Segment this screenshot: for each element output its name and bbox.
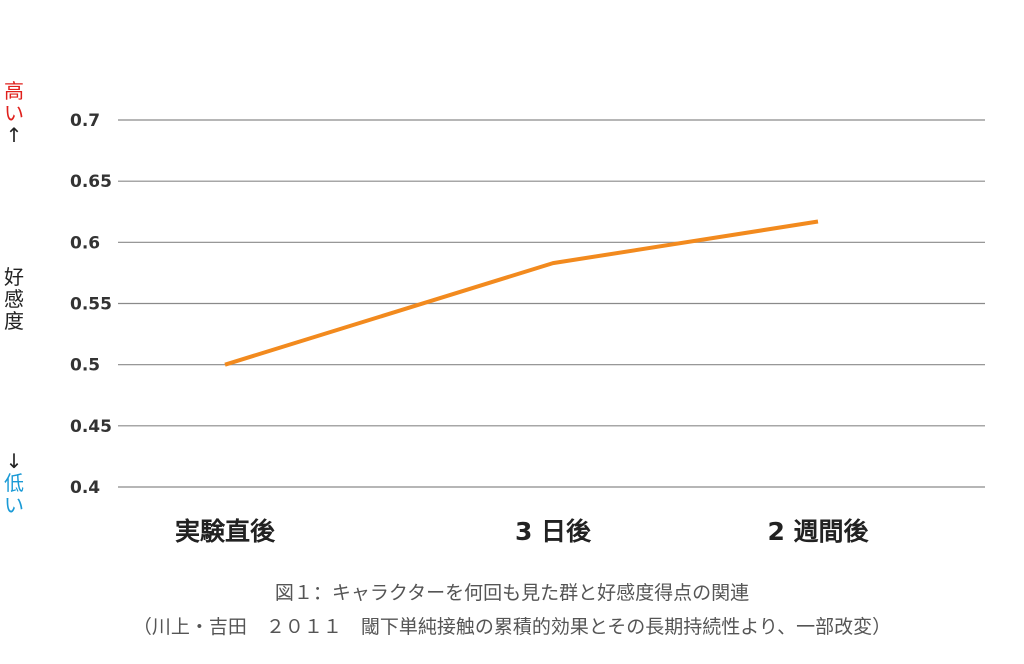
y-label-low-char-1: 低	[4, 471, 24, 495]
y-tick-label: 0.45	[70, 417, 112, 437]
y-tick-label: 0.55	[70, 295, 112, 315]
x-tick-label: 実験直後	[175, 517, 276, 546]
y-label-mid-char-3: 度	[4, 309, 24, 333]
y-label-mid-char-1: 好	[4, 265, 24, 289]
y-tick-label: 0.5	[70, 356, 100, 376]
figure-caption-source: （川上・吉田 ２０１１ 閾下単純接触の累積的効果とその長期持続性より、一部改変）	[132, 616, 892, 638]
y-tick-label: 0.4	[70, 478, 100, 498]
y-axis-label-favorability: 好 感 度	[2, 266, 26, 332]
y-label-mid-char-2: 感	[4, 287, 24, 311]
y-tick-labels: 0.7 0.65 0.6 0.55 0.5 0.45 0.4	[70, 111, 112, 498]
y-tick-label: 0.7	[70, 111, 100, 131]
series-line-0	[224, 219, 819, 367]
up-arrow-icon: ↑	[5, 123, 23, 147]
down-arrow-icon: ↓	[5, 449, 23, 473]
y-axis-label-low: ↓ 低 い	[2, 450, 26, 516]
x-tick-label: 3 日後	[515, 517, 592, 546]
series-lines	[224, 219, 819, 367]
figure-caption-title: 図１：キャラクターを何回も見た群と好感度得点の関連	[274, 582, 750, 604]
y-tick-label: 0.6	[70, 233, 100, 253]
y-label-high-char-1: 高	[4, 79, 24, 103]
x-tick-label: 2 週間後	[767, 517, 869, 546]
y-label-high-char-2: い	[4, 101, 24, 125]
y-axis-label-high: 高 い ↑	[2, 80, 26, 146]
y-tick-label: 0.65	[70, 172, 112, 192]
x-tick-labels: 実験直後 3 日後 2 週間後	[175, 517, 870, 546]
grid-lines	[118, 119, 985, 488]
y-label-low-char-2: い	[4, 493, 24, 517]
